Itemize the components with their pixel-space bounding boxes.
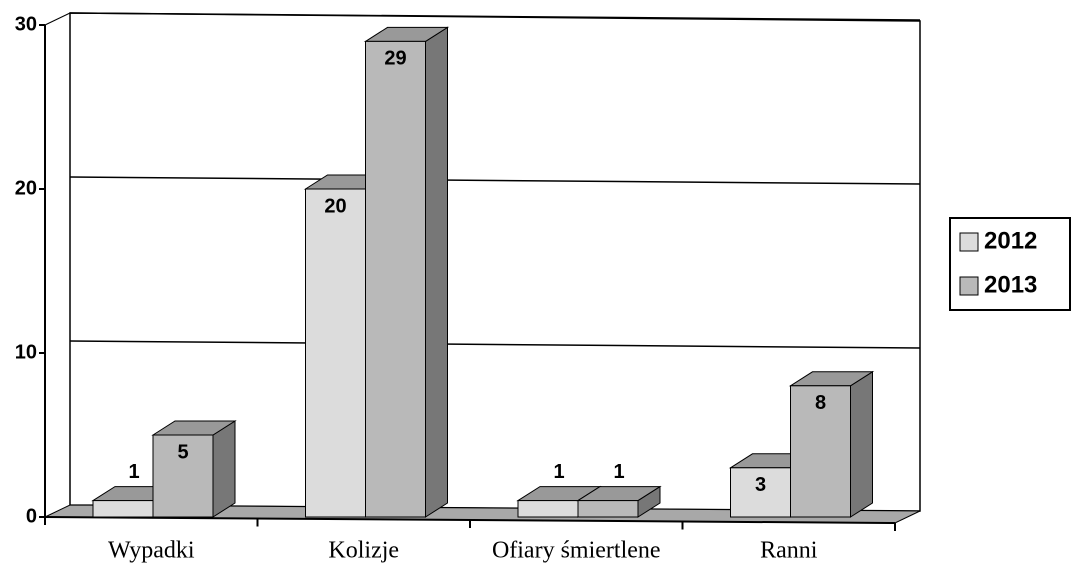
bar [517,500,579,518]
x-tick-label: Ofiary śmiertlene [492,538,661,564]
value-label: 1 [128,461,139,483]
x-tick-label: Wypadki [108,538,195,564]
value-label: 20 [324,195,346,217]
legend-swatch [959,232,979,252]
value-label: 5 [177,441,188,463]
value-label: 1 [613,461,624,483]
bar [790,385,851,518]
y-tick-label: 30 [15,13,37,35]
bar-side [212,420,236,518]
bar [577,500,639,518]
bar [305,188,366,518]
bar-side [850,370,873,518]
y-tick-label: 10 [15,341,37,363]
legend-label: 2012 [984,227,1037,254]
legend-swatch [959,276,979,296]
value-label: 29 [384,48,406,70]
grid-line [69,12,921,21]
bar [152,434,214,518]
x-tick-label: Kolizje [328,538,399,564]
x-tick-label: Ranni [760,538,818,564]
y-tick-label: 20 [15,177,37,199]
value-label: 3 [755,474,766,496]
grid-line [69,176,921,185]
bar [365,40,426,518]
left-wall [44,12,71,26]
value-label: 8 [815,392,826,414]
grid-line [69,340,921,349]
value-label: 1 [553,461,564,483]
bar [92,500,154,518]
bar-side [425,26,448,518]
y-tick-label: 0 [26,505,37,527]
legend-label: 2013 [984,271,1037,298]
